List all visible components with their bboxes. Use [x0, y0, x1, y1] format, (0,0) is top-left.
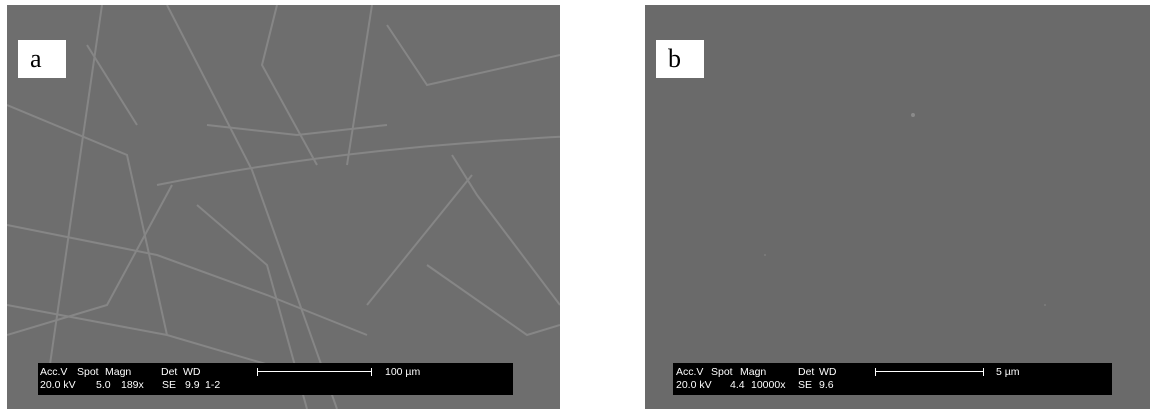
speckle-texture: [645, 5, 1150, 409]
info-value: SE: [798, 379, 812, 391]
info-header: Spot: [711, 366, 733, 378]
scale-label: 5 µm: [996, 366, 1020, 378]
fiber-texture: [7, 5, 560, 409]
info-value: 9.6: [819, 379, 834, 391]
micrograph-panel: b Acc.V Spot Magn Det WD 5 µm 20.0 kV 4.…: [645, 5, 1150, 409]
info-header: WD: [819, 366, 837, 378]
info-header: Magn: [105, 366, 131, 378]
info-bar: Acc.V Spot Magn Det WD 5 µm 20.0 kV 4.4 …: [673, 363, 1112, 395]
info-value: 5.0: [96, 379, 111, 391]
info-header: Spot: [77, 366, 99, 378]
info-value: 20.0 kV: [40, 379, 76, 391]
info-header: Acc.V: [40, 366, 67, 378]
info-value: 1-2: [205, 379, 220, 391]
scale-label: 100 µm: [385, 366, 420, 378]
info-header: Det: [161, 366, 177, 378]
info-value: 20.0 kV: [676, 379, 712, 391]
info-header: Acc.V: [676, 366, 703, 378]
info-value: 4.4: [730, 379, 745, 391]
info-value: 9.9: [185, 379, 200, 391]
info-bar: Acc.V Spot Magn Det WD 100 µm 20.0 kV 5.…: [38, 363, 513, 395]
info-value: SE: [162, 379, 176, 391]
info-header: WD: [183, 366, 201, 378]
info-value: 189x: [121, 379, 144, 391]
info-header: Magn: [740, 366, 766, 378]
page: a Acc.V Spot Magn Det WD 100 µm 20.0 kV …: [0, 0, 1154, 409]
panel-label: b: [656, 40, 704, 78]
info-value: 10000x: [751, 379, 785, 391]
micrograph-panel: a Acc.V Spot Magn Det WD 100 µm 20.0 kV …: [7, 5, 560, 409]
scale-bar: [257, 368, 372, 376]
info-header: Det: [798, 366, 814, 378]
panel-label: a: [18, 40, 66, 78]
scale-bar: [875, 368, 984, 376]
